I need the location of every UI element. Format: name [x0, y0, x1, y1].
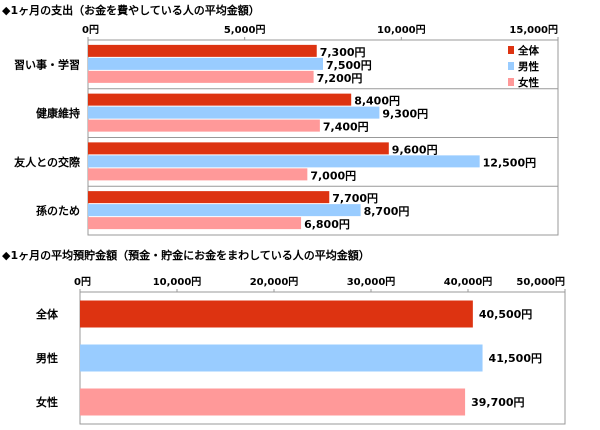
chart1-tick-label: 0円 — [82, 24, 99, 36]
chart2-bar — [80, 344, 483, 372]
chart1-category-label: 友人との交際 — [14, 155, 81, 169]
chart1-legend-label: 女性 — [518, 76, 539, 89]
chart2-tick-label: 30,000円 — [347, 276, 396, 288]
chart2-category-label: 女性 — [36, 395, 58, 409]
chart2-tick-label: 40,000円 — [444, 276, 493, 288]
chart1-tick-label: 5,000円 — [224, 24, 266, 36]
chart1-data-label: 7,300円 — [320, 46, 366, 59]
chart1-category-label: 習い事・学習 — [14, 57, 80, 71]
chart2-bar — [80, 388, 466, 416]
chart1-data-label: 8,700円 — [364, 205, 410, 218]
chart1-bar — [88, 155, 480, 168]
chart1-data-label: 9,600円 — [392, 143, 438, 156]
chart1-bar — [88, 191, 330, 204]
chart2-data-label: 39,700円 — [471, 396, 524, 409]
chart2-bar — [80, 300, 473, 328]
chart1-bar — [88, 119, 320, 132]
chart1-legend-swatch — [508, 62, 514, 70]
chart1-data-label: 6,800円 — [304, 218, 350, 231]
chart1-legend-swatch — [508, 78, 514, 86]
chart2-data-label: 41,500円 — [489, 352, 542, 365]
chart1-bar — [88, 217, 302, 230]
chart1-tick-label: 15,000円 — [509, 24, 558, 36]
chart1-category-label: 健康維持 — [36, 106, 80, 120]
chart1-data-label: 8,400円 — [354, 95, 400, 108]
chart2-tick-label: 0円 — [74, 276, 91, 288]
chart1-legend-label: 男性 — [518, 60, 539, 73]
chart1-tick-label: 10,000円 — [377, 24, 426, 36]
chart1-data-label: 12,500円 — [483, 156, 536, 169]
chart1-data-label: 7,400円 — [323, 121, 369, 134]
chart1-category-label: 孫のため — [36, 204, 80, 218]
chart1-data-label: 9,300円 — [382, 108, 428, 121]
chart1-bar — [88, 142, 389, 155]
chart2-tick-label: 10,000円 — [153, 276, 202, 288]
chart1-data-label: 7,000円 — [310, 169, 356, 182]
chart2-data-label: 40,500円 — [479, 308, 532, 321]
chart1-data-label: 7,200円 — [317, 72, 363, 85]
chart1-bar — [88, 168, 308, 181]
chart2-category-label: 男性 — [36, 351, 58, 365]
chart1-bar — [88, 44, 317, 57]
chart1-bar — [88, 204, 361, 217]
chart1-legend-label: 全体 — [517, 44, 539, 57]
chart2-tick-label: 20,000円 — [250, 276, 299, 288]
chart1-bar — [88, 106, 380, 119]
chart1-bar — [88, 93, 352, 106]
chart2-title: ◆1ヶ月の平均預貯金額（預金・貯金にお金をまわしている人の平均金額） — [2, 248, 370, 262]
chart1-bar — [88, 70, 314, 83]
chart2-tick-label: 50,000円 — [516, 276, 565, 288]
chart1-bar — [88, 57, 323, 70]
chart1-data-label: 7,500円 — [326, 59, 372, 72]
chart1-title: ◆1ヶ月の支出（お金を費やしている人の平均金額） — [2, 3, 260, 17]
chart1-legend-swatch — [508, 46, 514, 54]
chart1-data-label: 7,700円 — [332, 192, 378, 205]
chart2-category-label: 全体 — [35, 307, 59, 321]
